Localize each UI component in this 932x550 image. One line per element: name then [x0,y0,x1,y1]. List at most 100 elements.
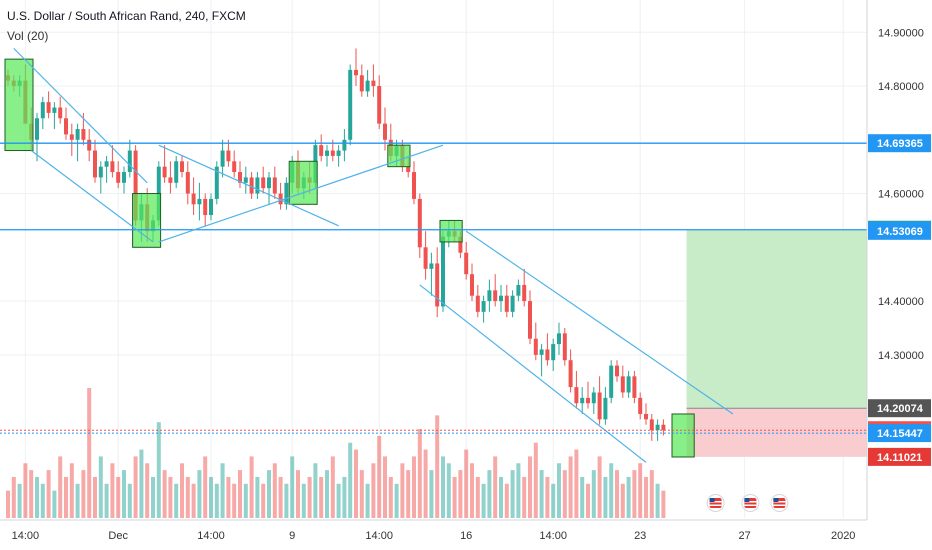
volume-bar [562,470,567,518]
time-tick-label: 27 [738,530,750,542]
candle-body [377,86,382,124]
price-tick-label: 14.90000 [878,27,924,39]
volume-bar [487,470,492,518]
volume-bar [644,476,648,518]
candle-body [46,102,51,113]
volume-bar [98,456,103,518]
candle-body [58,107,63,119]
candle-body [499,295,503,302]
highlight-box [439,219,463,243]
price-label-tag [868,221,931,240]
candle-body [568,360,573,388]
candle-body [603,397,608,420]
volume-bar [522,476,527,518]
candle-body [342,139,347,151]
volume-bar [383,456,387,518]
candle-body [580,397,585,404]
candle-body [162,166,167,178]
volume-bar [545,476,550,518]
volume-bar [238,470,242,518]
channel-line [465,230,734,415]
candle-body [226,150,231,162]
price-label-tag [868,134,931,153]
volume-bar [185,476,190,518]
price-label-text: 14.11021 [877,452,922,464]
candle-body [127,150,132,173]
candle-body [470,274,474,296]
channel-line [30,150,154,243]
volume-bar [296,470,300,518]
volume-bar [325,470,329,518]
us-flag-icon [744,501,757,503]
candle-body [81,129,86,140]
volume-bar [574,449,579,518]
candle-body [272,177,277,194]
volume-bar [64,476,68,518]
volume-bar [615,470,619,518]
candle-body [87,139,92,151]
price-tick-label: 14.40000 [878,296,924,308]
target-zone [686,229,867,409]
volume-bar [139,449,144,518]
candle-body [93,150,97,178]
volume-bar [272,463,277,518]
candle-body [551,344,556,361]
volume-bar [214,483,219,518]
volume-bar [493,456,498,518]
candle-body [52,107,57,113]
time-tick-label: 2020 [831,530,855,542]
volume-bar [307,476,312,518]
volume-bar [197,470,202,518]
time-axis[interactable]: 14:00 Dec 14:00 9 14:00 16 14:00 23 27 2020 [0,519,867,542]
candle-body [133,150,138,221]
candle-body [261,177,266,189]
volume-bar [261,483,266,518]
candle-body [232,161,237,173]
price-axis[interactable]: 14.90000 14.80000 14.60000 14.40000 14.30000… [866,0,932,550]
volume-bar [400,463,405,518]
volume-indicator-label[interactable]: Vol (20) [7,29,49,43]
volume-bar [661,490,666,518]
volume-bar [75,483,80,518]
channel-line [13,47,148,184]
candle-body [203,198,208,216]
candle-body [197,198,202,205]
candle-body [209,198,213,216]
candle-body [626,376,631,393]
volume-bar [168,476,173,518]
volume-bar [406,470,411,518]
candle-body [64,118,68,135]
volume-bar [603,476,608,518]
volume-bar [423,449,428,518]
time-tick-label: 14:00 [197,530,225,542]
candle-body [371,80,376,87]
candle-body [464,252,469,275]
volume-bar [464,449,469,518]
volume-bar [516,463,521,518]
volume-bar [249,456,254,518]
candle-body [655,424,660,431]
candle-body [180,161,184,173]
volume-bar [481,483,486,518]
volume-bar [46,470,51,518]
candle-body [574,387,579,404]
price-label-tag [868,424,931,443]
volume-bar [191,483,196,518]
candle-body [69,134,74,140]
candle-body [383,123,387,140]
volume-bar [81,470,86,518]
us-flag-icon [773,504,786,506]
us-flag-icon [744,498,750,502]
volume-bar [551,483,556,518]
volume-bar [377,435,382,518]
price-label-tag [868,447,931,466]
candle-body [110,161,115,173]
volume-bar [470,463,474,518]
volume-bar [290,456,295,518]
us-flag-icon [744,504,757,506]
us-flag-icon [773,498,779,502]
volume-bar [342,476,347,518]
volume-bar [104,483,109,518]
candle-body [435,263,440,307]
